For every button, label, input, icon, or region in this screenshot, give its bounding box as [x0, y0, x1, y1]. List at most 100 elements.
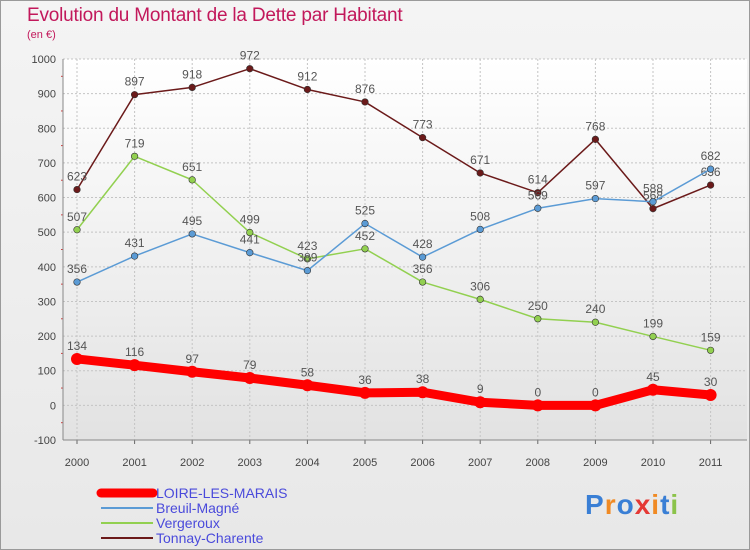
x-tick-label: 2006 [410, 457, 434, 469]
data-label: 671 [470, 153, 490, 167]
data-label: 134 [67, 339, 87, 353]
data-label: 97 [186, 352, 200, 366]
proxiti-logo: Proxiti [585, 489, 679, 521]
data-label: 38 [416, 372, 430, 386]
data-point [419, 134, 427, 142]
data-point [591, 135, 600, 143]
data-point [649, 198, 657, 206]
logo-letter: i [651, 489, 661, 520]
data-label: 495 [182, 214, 202, 228]
y-tick-label: 1000 [32, 54, 56, 66]
logo-letter: i [670, 489, 680, 520]
data-label: 719 [125, 136, 145, 150]
data-label: 588 [643, 182, 663, 196]
data-label: 58 [301, 365, 315, 379]
data-label: 0 [592, 385, 599, 399]
data-point [534, 189, 542, 197]
y-tick-label: 100 [38, 366, 56, 378]
data-point [534, 315, 542, 323]
data-point [647, 383, 659, 396]
data-point [128, 359, 141, 372]
x-tick-label: 2010 [641, 457, 665, 469]
data-point [419, 278, 427, 286]
data-label: 79 [243, 358, 257, 372]
data-point [649, 332, 657, 341]
data-label: 773 [413, 118, 433, 132]
chart-unit: (en €) [27, 29, 56, 41]
x-tick-label: 2003 [238, 457, 262, 469]
data-point [131, 91, 139, 99]
data-label: 250 [528, 299, 548, 313]
x-tick-label: 2008 [526, 457, 550, 469]
data-label: 306 [470, 279, 490, 293]
data-label: 499 [240, 213, 260, 227]
series-line-3 [76, 67, 712, 210]
data-label: 116 [125, 345, 144, 359]
data-label: 897 [125, 75, 145, 89]
series-line-0 [72, 354, 716, 410]
data-point [359, 386, 371, 399]
data-label: 597 [585, 179, 605, 193]
data-point [71, 352, 83, 365]
data-label: 199 [643, 316, 663, 330]
data-point [649, 205, 657, 213]
data-point [476, 295, 484, 303]
y-tick-label: 200 [38, 331, 56, 343]
data-point [419, 253, 427, 261]
data-point [186, 365, 199, 378]
data-point [476, 225, 484, 234]
data-point [303, 255, 312, 263]
data-label: 356 [413, 262, 433, 276]
legend-label-0: LOIRE-LES-MARAIS [156, 485, 287, 501]
data-point [591, 318, 600, 326]
data-point [476, 169, 484, 177]
data-point [706, 346, 715, 354]
data-label: 159 [701, 330, 721, 344]
data-label: 912 [297, 69, 317, 83]
data-point [531, 399, 544, 412]
data-point [301, 379, 314, 392]
data-label: 768 [585, 119, 605, 133]
data-label: 452 [355, 229, 375, 243]
data-label: 428 [413, 237, 433, 251]
data-point [246, 249, 254, 257]
y-tick-label: 800 [38, 123, 56, 135]
data-point [534, 204, 542, 212]
data-point [474, 396, 487, 409]
x-tick-label: 2011 [699, 457, 723, 469]
data-label: 36 [358, 373, 372, 387]
data-point [706, 165, 715, 173]
series-line-1 [76, 168, 712, 283]
plot-area [63, 59, 747, 440]
data-point [188, 83, 196, 92]
data-point [243, 372, 256, 385]
y-tick-label: 900 [38, 89, 56, 101]
data-label: 682 [701, 149, 721, 163]
x-tick-label: 2000 [65, 457, 89, 469]
x-tick-label: 2007 [468, 457, 492, 469]
data-label: 651 [182, 160, 202, 174]
data-point [704, 388, 717, 401]
data-point [188, 230, 196, 238]
y-tick-label: 600 [38, 193, 56, 205]
data-label: 972 [240, 49, 260, 63]
data-point [73, 226, 81, 234]
data-label: 240 [585, 302, 605, 316]
data-label: 525 [355, 204, 375, 218]
y-tick-label: 700 [38, 158, 56, 170]
data-point [361, 98, 369, 106]
axes: -100010020030040050060070080090010002000… [32, 54, 747, 469]
data-point [73, 278, 81, 286]
data-point [416, 386, 429, 399]
data-label: 0 [534, 385, 541, 399]
y-tick-label: 400 [38, 262, 56, 274]
data-label: 614 [528, 173, 548, 187]
data-point [131, 252, 139, 260]
data-label: 389 [297, 251, 317, 265]
data-point [361, 245, 369, 253]
data-label: 356 [67, 262, 87, 276]
data-label: 876 [355, 82, 375, 96]
data-point [131, 152, 139, 160]
chart-title: Evolution du Montant de la Dette par Hab… [27, 5, 403, 26]
data-point [706, 181, 715, 189]
